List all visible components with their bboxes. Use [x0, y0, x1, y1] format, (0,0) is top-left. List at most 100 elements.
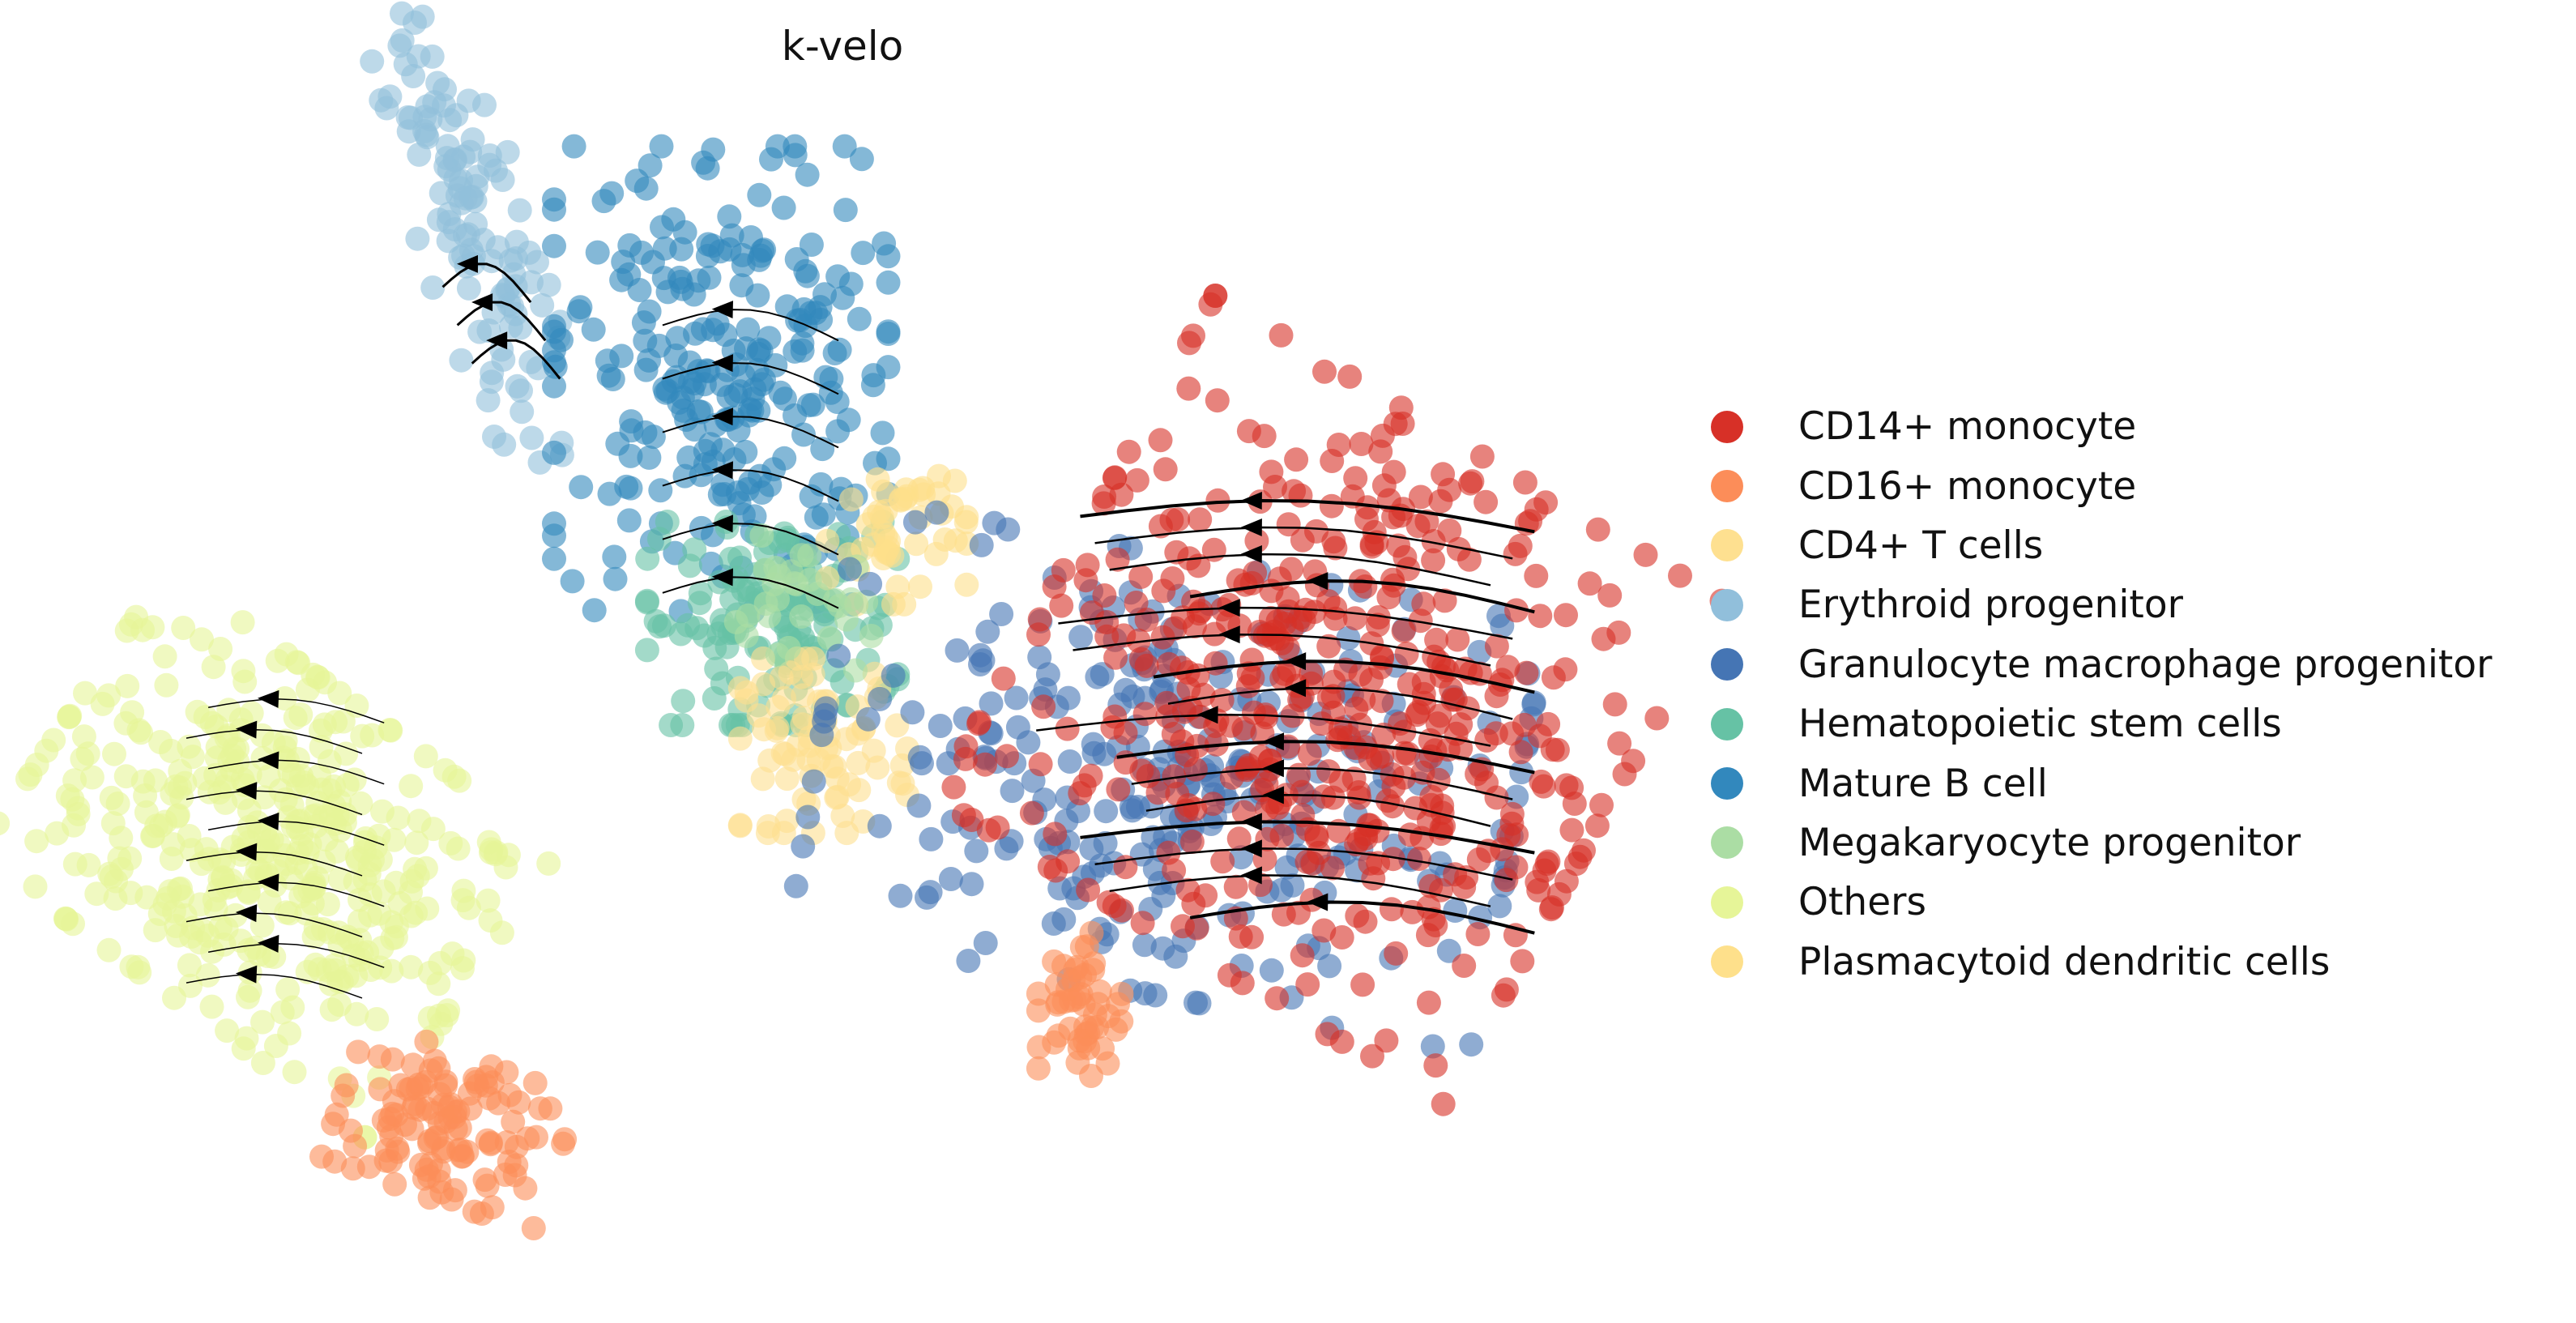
cell-point	[1374, 1028, 1399, 1053]
cell-point	[399, 954, 424, 979]
cell-point	[413, 1069, 438, 1095]
cell-point	[633, 328, 658, 353]
cell-point	[1231, 716, 1256, 741]
cell-point	[809, 723, 834, 748]
cell-point	[729, 273, 754, 298]
cell-point	[399, 105, 423, 130]
cell-point	[542, 187, 566, 212]
cell-point	[825, 390, 850, 414]
cell-point	[1284, 447, 1309, 472]
cell-point	[517, 240, 542, 265]
cell-point	[247, 819, 271, 844]
cell-point	[305, 664, 330, 689]
cell-point	[1323, 536, 1348, 561]
cell-point	[257, 890, 282, 915]
cell-point	[1005, 715, 1030, 740]
cell-point	[445, 183, 470, 208]
cell-point	[1508, 533, 1533, 558]
cell-point	[0, 811, 11, 836]
cell-point	[755, 821, 780, 846]
cell-point	[771, 195, 796, 220]
cell-point	[171, 616, 196, 640]
cell-point	[1341, 766, 1367, 792]
cell-point	[1134, 608, 1159, 632]
cell-point	[462, 1199, 487, 1224]
cell-point	[1150, 936, 1175, 961]
cell-point	[1421, 529, 1446, 553]
cell-point	[1400, 899, 1425, 924]
cell-point	[790, 331, 815, 356]
cell-point	[438, 830, 463, 856]
cell-point	[954, 572, 979, 597]
cell-point	[696, 232, 721, 257]
streamline-arrowhead	[1307, 572, 1329, 591]
streamline-arrowhead	[1240, 839, 1262, 858]
cell-point	[403, 856, 428, 881]
cell-point	[964, 839, 989, 864]
cell-point	[1203, 284, 1228, 308]
cell-point	[403, 900, 429, 925]
cell-point	[96, 683, 122, 708]
cell-point	[1297, 741, 1322, 766]
cell-point	[1085, 992, 1111, 1017]
cell-point	[317, 749, 342, 774]
cell-point	[739, 225, 763, 250]
cell-point	[414, 122, 439, 147]
cell-point	[1436, 938, 1461, 963]
cell-point	[1258, 606, 1283, 630]
cell-point	[190, 627, 214, 652]
cell-point	[542, 373, 566, 399]
cell-point	[1153, 457, 1178, 482]
cell-point	[928, 714, 953, 738]
cell-point	[293, 856, 318, 881]
cell-point	[61, 911, 85, 937]
cell-point	[1584, 813, 1610, 839]
cell-point	[761, 457, 787, 482]
cell-point	[766, 694, 791, 719]
cell-point	[1353, 909, 1378, 934]
cell-point	[405, 226, 430, 251]
cell-point	[871, 546, 896, 570]
cell-point	[143, 918, 168, 943]
cell-point	[1405, 702, 1430, 728]
cell-point	[1360, 1043, 1384, 1069]
cell-point	[530, 292, 555, 318]
cell-point	[919, 826, 944, 851]
cell-point	[786, 732, 811, 758]
cell-point	[717, 237, 742, 262]
streamline	[662, 416, 839, 449]
cell-point	[727, 491, 752, 516]
cell-point	[1103, 645, 1128, 670]
cell-point	[1143, 983, 1168, 1008]
cell-point	[907, 745, 932, 770]
cell-point	[476, 888, 501, 913]
cell-point	[943, 528, 968, 553]
streamline	[207, 821, 385, 846]
cell-point	[1304, 519, 1329, 544]
cell-point	[1125, 795, 1150, 819]
cell-point	[1057, 749, 1082, 774]
cell-point	[757, 604, 782, 629]
cell-point	[1452, 954, 1477, 978]
cell-point	[1509, 760, 1534, 785]
cell-point	[199, 994, 224, 1019]
cell-point	[439, 1187, 464, 1212]
cell-point	[143, 768, 168, 793]
cell-point	[239, 701, 264, 726]
cell-point	[1019, 800, 1044, 826]
chart-title: k-velo	[781, 23, 904, 70]
cell-point	[305, 791, 331, 815]
legend-entry: Others	[1693, 873, 2492, 932]
cell-point	[1443, 898, 1468, 923]
cell-point	[476, 318, 501, 343]
cell-point	[102, 741, 126, 766]
cell-point	[1282, 479, 1307, 504]
cell-point	[490, 168, 515, 192]
cell-point	[1315, 1022, 1340, 1047]
cell-point	[360, 49, 385, 74]
cell-point	[775, 525, 800, 550]
cell-point	[1037, 855, 1062, 879]
cell-point	[195, 962, 220, 988]
cell-point	[784, 247, 809, 271]
cell-point	[152, 644, 177, 669]
